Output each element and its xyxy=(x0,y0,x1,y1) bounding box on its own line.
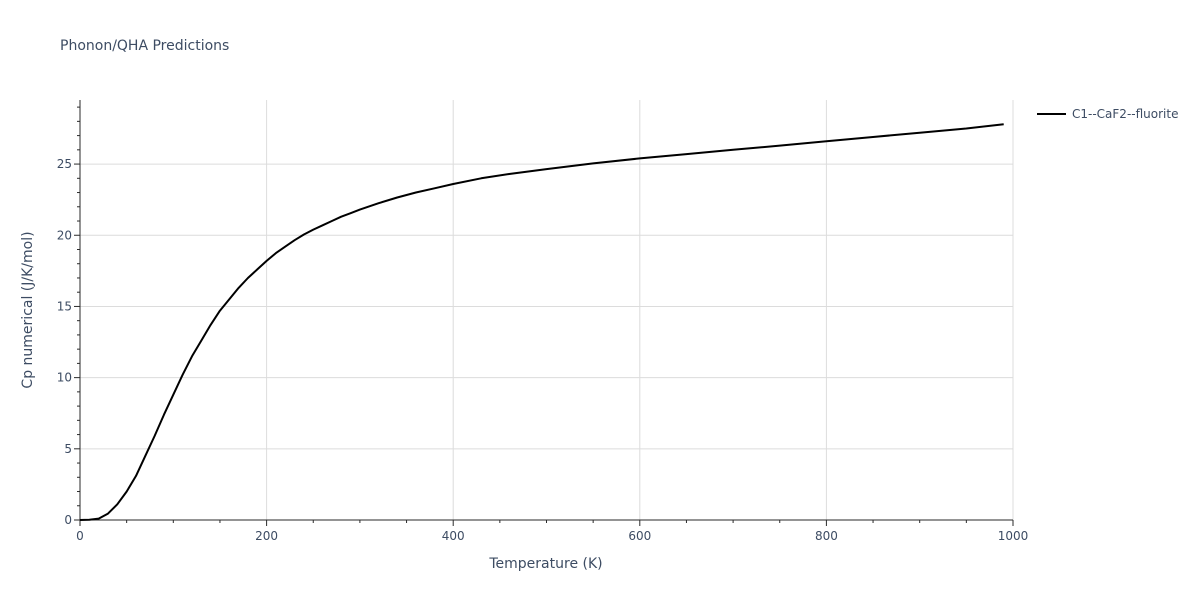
y-tick-label: 25 xyxy=(57,157,72,171)
x-tick-label: 200 xyxy=(255,529,278,543)
series-line xyxy=(79,123,1004,521)
x-tick-label: 400 xyxy=(442,529,465,543)
x-axis-title: Temperature (K) xyxy=(488,556,602,572)
y-tick-label: 10 xyxy=(57,371,72,385)
grid xyxy=(80,100,1014,520)
x-tick-label: 1000 xyxy=(998,529,1029,543)
x-tick-label: 800 xyxy=(815,529,838,543)
y-tick-label: 0 xyxy=(64,513,72,527)
x-tick-label: 600 xyxy=(628,529,651,543)
chart-title: Phonon/QHA Predictions xyxy=(60,38,229,54)
y-tick-label: 20 xyxy=(57,228,72,242)
axes: 0 200 400 600 800 1000 0 5 10 15 20 25 xyxy=(57,100,1029,543)
y-axis-title: Cp numerical (J/K/mol) xyxy=(20,231,36,388)
legend-label: C1--CaF2--fluorite xyxy=(1072,107,1178,121)
y-tick-label: 15 xyxy=(57,299,72,313)
legend[interactable]: C1--CaF2--fluorite xyxy=(1037,107,1178,121)
series-layer xyxy=(79,123,1004,521)
x-tick-label: 0 xyxy=(76,529,84,543)
y-tick-label: 5 xyxy=(64,442,72,456)
